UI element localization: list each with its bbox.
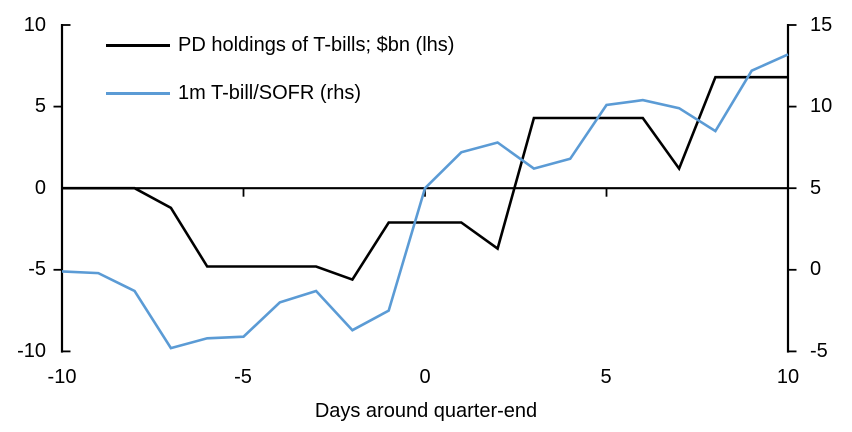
x-axis-tick-label: 0 <box>419 366 431 388</box>
left-axis-tick-label: -10 <box>17 340 46 362</box>
x-axis-tick-label: 5 <box>600 366 612 388</box>
series-line-1 <box>61 53 789 350</box>
blue-line-sample-icon <box>106 91 170 95</box>
right-axis-tick-label: 10 <box>810 95 833 117</box>
black-line-sample-icon <box>106 43 170 47</box>
x-axis-title: Days around quarter-end <box>314 400 538 422</box>
x-axis-tick-label: -10 <box>47 366 77 388</box>
legend-item-pd-holdings: PD holdings of T-bills; $bn (lhs) <box>106 33 454 57</box>
right-axis-tick-label: 15 <box>810 14 833 36</box>
x-axis-tick-label: 10 <box>776 366 800 388</box>
left-axis-tick-label: 5 <box>34 95 46 117</box>
legend-label: 1m T-bill/SOFR (rhs) <box>178 81 361 104</box>
left-axis-tick-label: -5 <box>28 258 46 280</box>
right-axis-tick-label: 5 <box>810 177 822 199</box>
legend-item-tbill-sofr: 1m T-bill/SOFR (rhs) <box>106 81 361 105</box>
series-line-0 <box>62 75 788 282</box>
legend-label: PD holdings of T-bills; $bn (lhs) <box>178 33 455 56</box>
left-axis-tick-label: 10 <box>23 14 46 36</box>
right-axis-tick-label: 0 <box>810 258 822 280</box>
left-axis-tick-label: 0 <box>34 177 46 199</box>
x-axis-tick-label: -5 <box>234 366 252 388</box>
right-axis-tick-label: -5 <box>810 340 828 362</box>
